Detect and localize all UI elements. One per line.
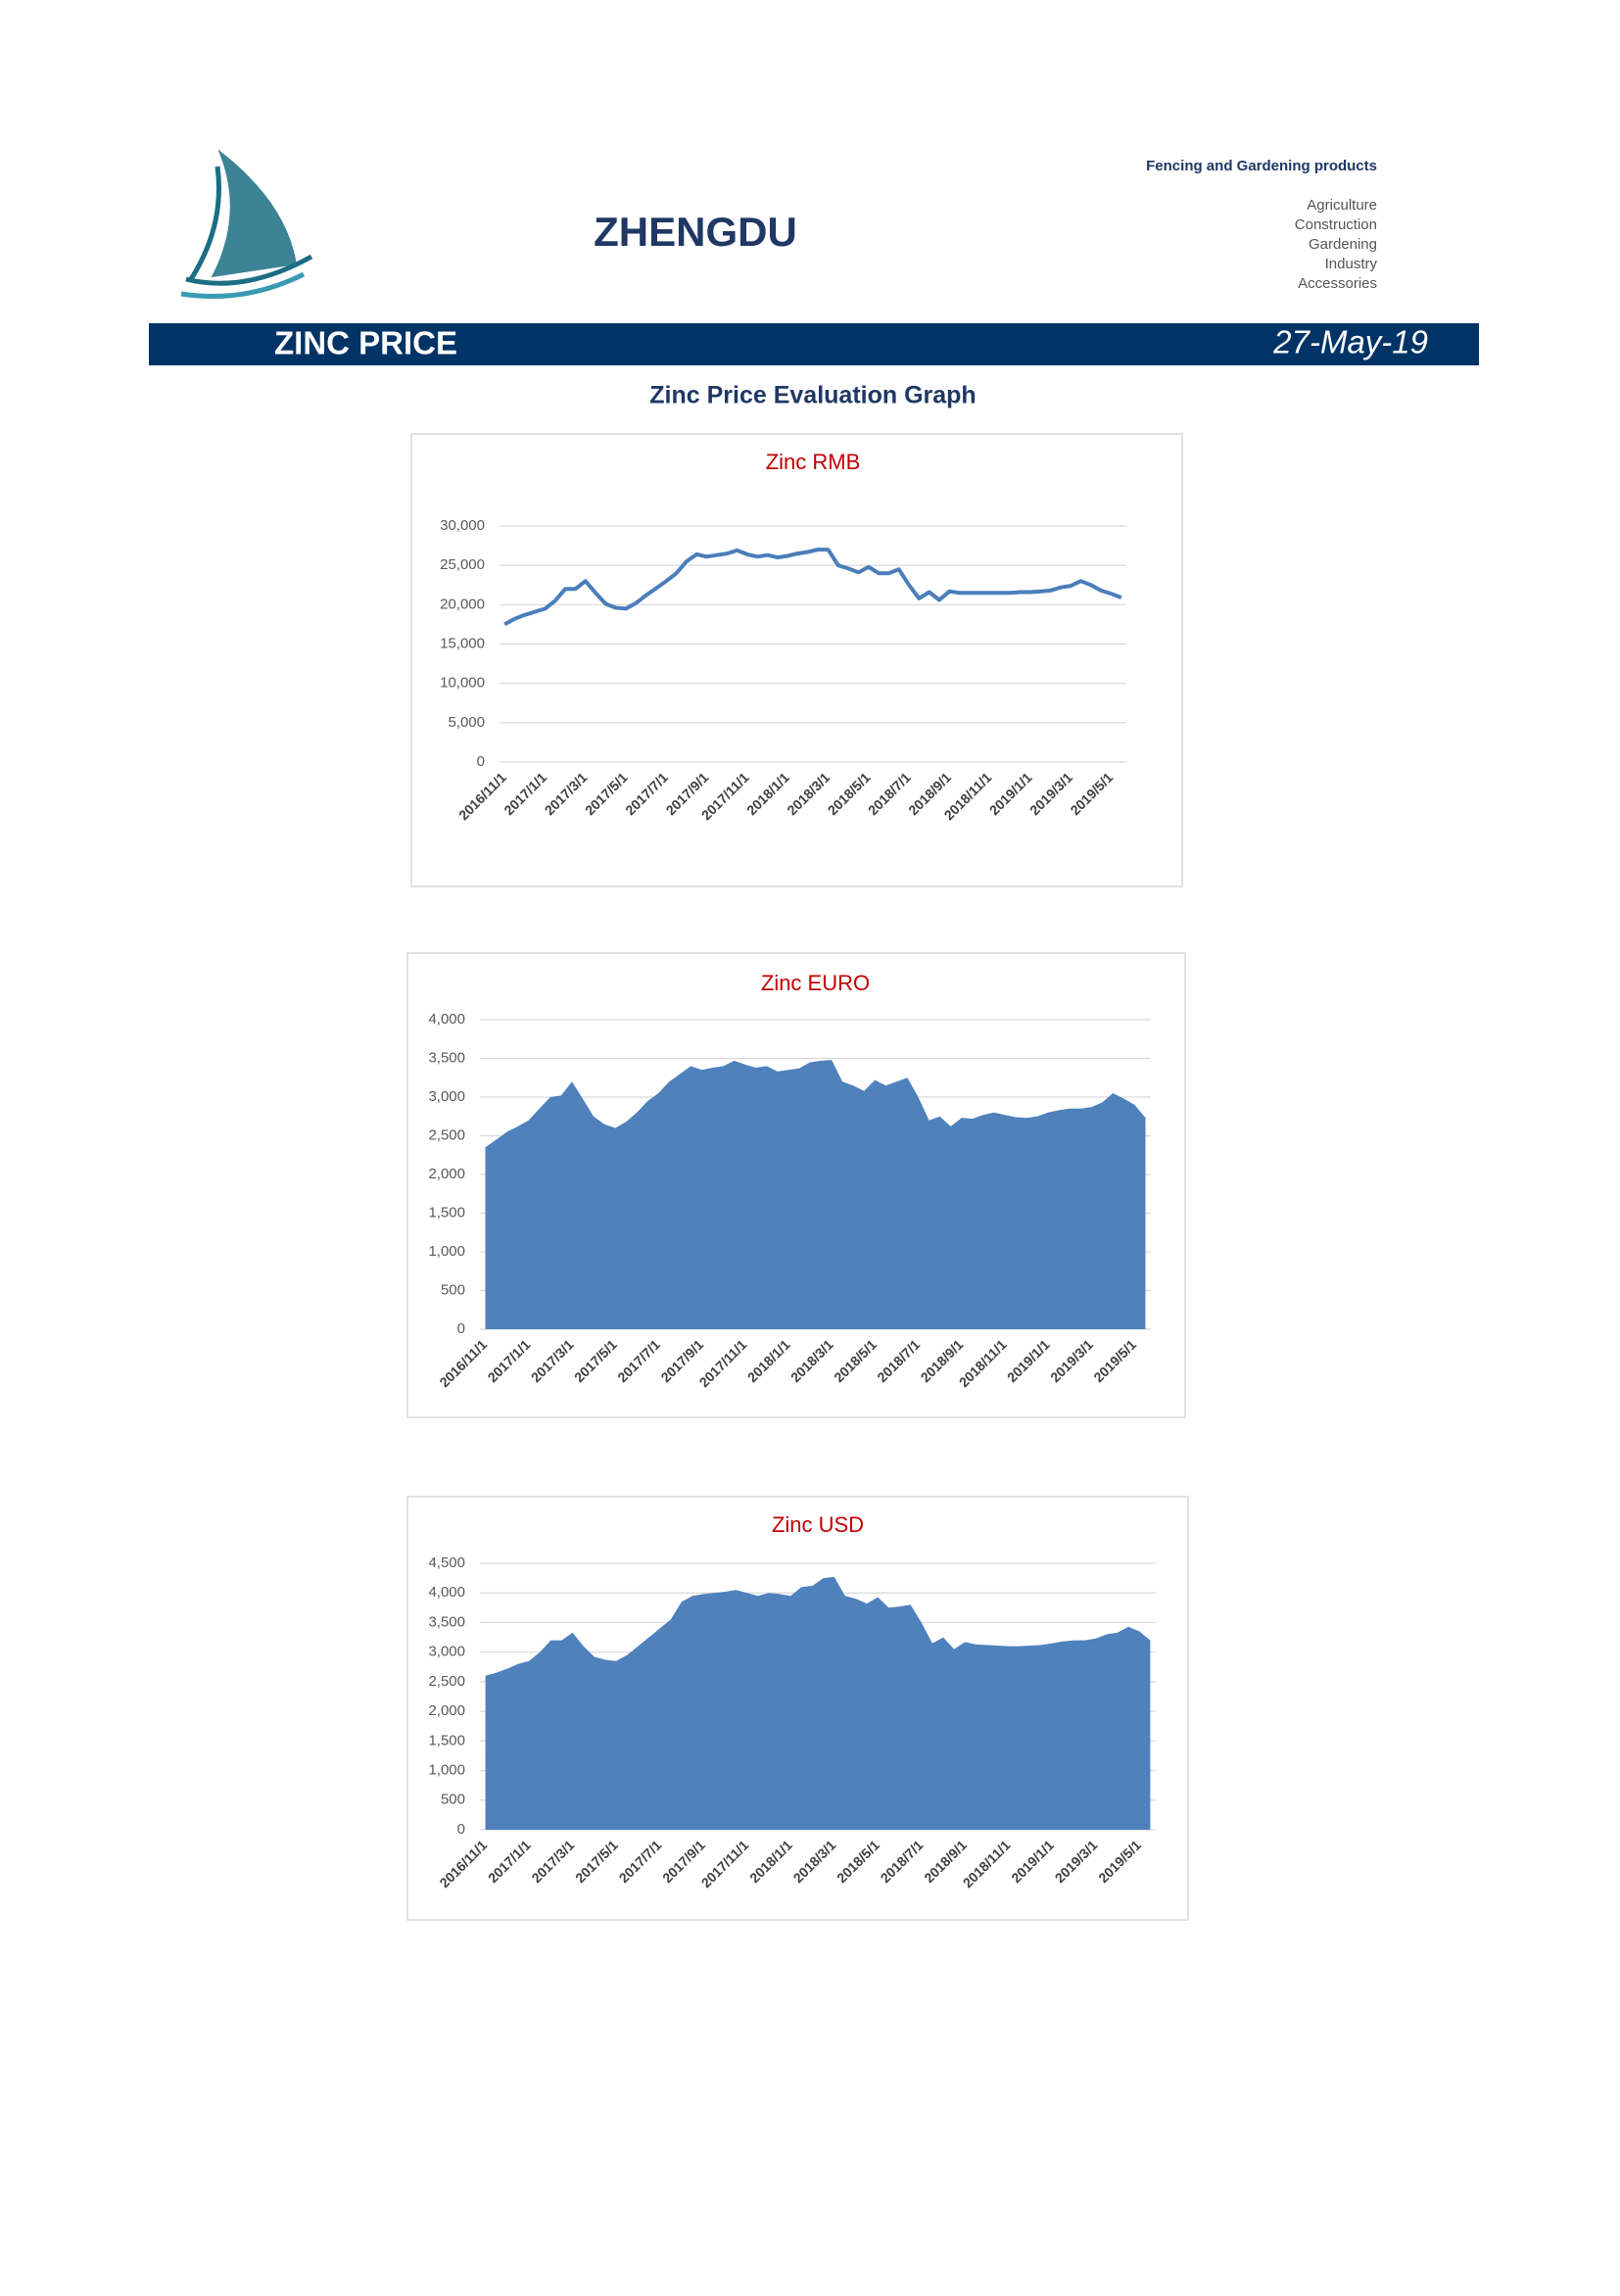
y-tick-label: 4,000 xyxy=(428,1584,465,1601)
y-tick-label: 1,000 xyxy=(428,1762,465,1779)
y-tick-label: 500 xyxy=(441,1281,465,1298)
banner-title: ZINC PRICE xyxy=(274,325,457,361)
y-tick-label: 5,000 xyxy=(448,714,485,731)
sector: Agriculture xyxy=(1307,197,1377,214)
line xyxy=(503,548,1122,627)
banner xyxy=(149,323,1479,365)
y-tick-label: 0 xyxy=(477,753,485,770)
area xyxy=(485,1576,1151,1830)
y-tick-label: 30,000 xyxy=(440,517,485,534)
y-tick-label: 500 xyxy=(441,1792,465,1808)
y-tick-label: 3,000 xyxy=(428,1644,465,1660)
y-tick-label: 25,000 xyxy=(440,556,485,573)
brand: ZHENGDU xyxy=(594,209,797,255)
y-tick-label: 1,000 xyxy=(428,1243,465,1260)
area xyxy=(485,1060,1146,1329)
y-tick-label: 0 xyxy=(457,1320,465,1337)
sector: Construction xyxy=(1295,216,1377,233)
y-tick-label: 1,500 xyxy=(428,1204,465,1220)
y-tick-label: 3,500 xyxy=(428,1613,465,1630)
sector: Gardening xyxy=(1309,236,1377,253)
section-title: Zinc Price Evaluation Graph xyxy=(649,382,976,409)
logo xyxy=(180,149,313,299)
chart-title: Zinc USD xyxy=(772,1512,864,1537)
banner-date: 27-May-19 xyxy=(1272,324,1428,360)
y-tick-label: 2,500 xyxy=(428,1126,465,1143)
sector: Accessories xyxy=(1298,275,1377,292)
y-tick-label: 2,000 xyxy=(428,1166,465,1182)
tagline: Fencing and Gardening products xyxy=(1146,158,1377,174)
y-tick-label: 10,000 xyxy=(440,675,485,692)
chart-title: Zinc EURO xyxy=(761,971,870,995)
sector: Industry xyxy=(1325,256,1378,272)
y-tick-label: 20,000 xyxy=(440,596,485,612)
chart-frame xyxy=(410,433,1183,887)
y-tick-label: 15,000 xyxy=(440,635,485,651)
y-tick-label: 0 xyxy=(457,1821,465,1838)
y-tick-label: 2,000 xyxy=(428,1702,465,1719)
y-tick-label: 4,500 xyxy=(428,1555,465,1571)
y-tick-label: 4,000 xyxy=(428,1011,465,1028)
y-tick-label: 3,000 xyxy=(428,1088,465,1105)
y-tick-label: 1,500 xyxy=(428,1732,465,1748)
chart-title: Zinc RMB xyxy=(766,450,861,474)
y-tick-label: 3,500 xyxy=(428,1049,465,1066)
y-tick-label: 2,500 xyxy=(428,1673,465,1690)
